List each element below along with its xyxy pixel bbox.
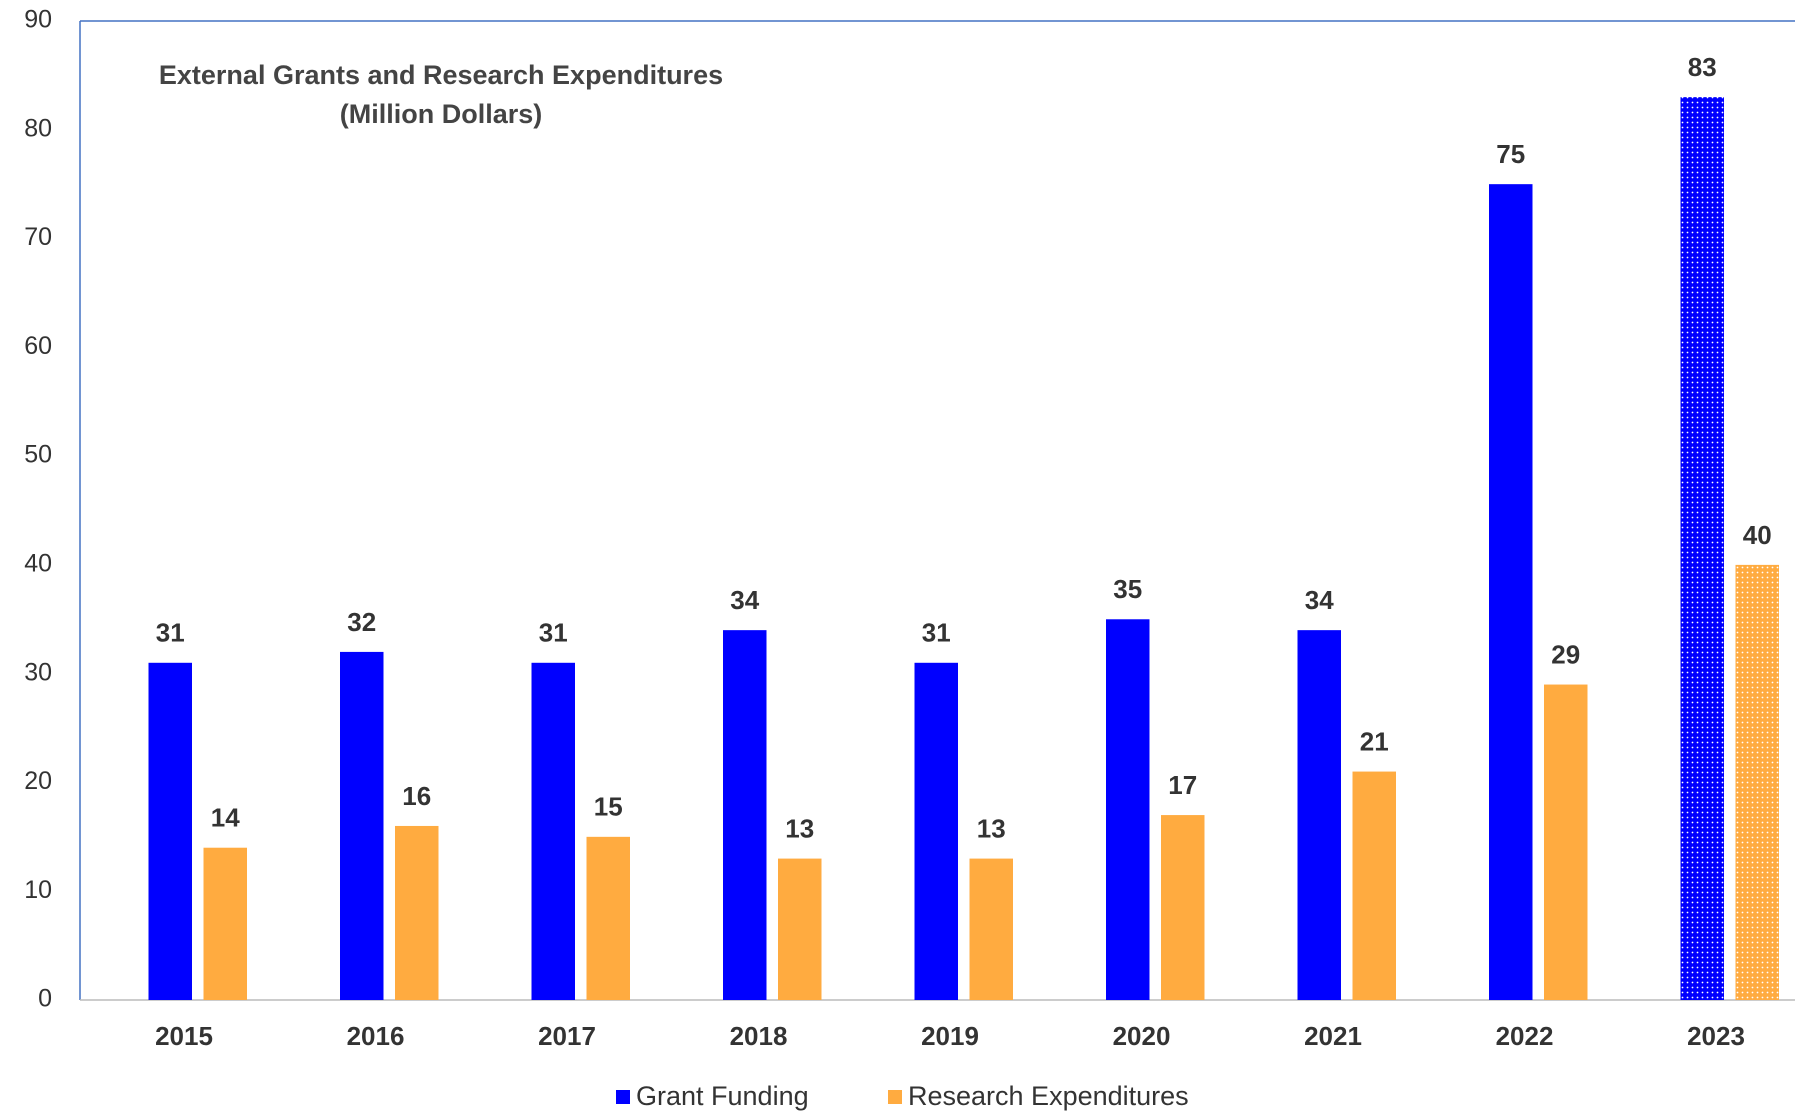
y-tick-label: 90 [24, 6, 52, 34]
value-label: 83 [1688, 52, 1717, 82]
y-tick-label: 10 [24, 876, 52, 904]
value-label: 34 [730, 585, 759, 615]
x-tick-label: 2019 [921, 1021, 979, 1051]
chart-title: External Grants and Research Expenditure… [159, 60, 723, 90]
value-label: 16 [402, 781, 431, 811]
value-label: 40 [1743, 520, 1772, 550]
value-label: 17 [1168, 770, 1197, 800]
y-tick-label: 40 [24, 549, 52, 577]
bar [1297, 630, 1341, 1000]
value-label: 14 [211, 803, 240, 833]
y-tick-label: 0 [38, 985, 52, 1013]
y-tick-label: 70 [24, 223, 52, 251]
value-label: 34 [1305, 585, 1334, 615]
y-tick-label: 50 [24, 441, 52, 469]
x-tick-label: 2023 [1687, 1021, 1745, 1051]
value-label: 31 [156, 618, 185, 648]
bar [723, 630, 767, 1000]
y-tick-label: 80 [24, 114, 52, 142]
bar [1735, 564, 1779, 1000]
x-tick-label: 2015 [155, 1021, 213, 1051]
value-label: 15 [594, 792, 623, 822]
bar [1352, 771, 1396, 1000]
value-label: 13 [977, 813, 1006, 843]
y-tick-label: 20 [24, 767, 52, 795]
legend-swatch [888, 1090, 902, 1104]
bar [340, 651, 384, 1000]
value-label: 29 [1551, 639, 1580, 669]
y-tick-label: 60 [24, 332, 52, 360]
x-tick-label: 2020 [1113, 1021, 1171, 1051]
y-tick-label: 30 [24, 658, 52, 686]
legend-label: Research Expenditures [908, 1081, 1189, 1111]
bar [1680, 97, 1724, 1000]
x-tick-label: 2017 [538, 1021, 596, 1051]
value-label: 31 [539, 618, 568, 648]
bar [586, 836, 630, 1000]
x-tick-label: 2018 [730, 1021, 788, 1051]
bar [1544, 684, 1588, 1000]
bar [148, 662, 192, 1000]
bar [778, 858, 822, 1000]
bar [1106, 619, 1150, 1000]
value-label: 13 [785, 813, 814, 843]
x-tick-label: 2021 [1304, 1021, 1362, 1051]
value-label: 31 [922, 618, 951, 648]
value-label: 75 [1496, 139, 1525, 169]
x-tick-label: 2022 [1496, 1021, 1554, 1051]
value-label: 32 [347, 607, 376, 637]
bar [395, 825, 439, 1000]
legend-swatch [616, 1090, 630, 1104]
x-tick-label: 2016 [347, 1021, 405, 1051]
value-label: 35 [1113, 574, 1142, 604]
legend-label: Grant Funding [636, 1081, 809, 1111]
bar [969, 858, 1013, 1000]
chart-subtitle: (Million Dollars) [340, 99, 543, 129]
value-label: 21 [1360, 726, 1389, 756]
bar [531, 662, 575, 1000]
bar [203, 847, 247, 1000]
bar [914, 662, 958, 1000]
bar [1489, 184, 1533, 1000]
bar [1161, 815, 1205, 1000]
